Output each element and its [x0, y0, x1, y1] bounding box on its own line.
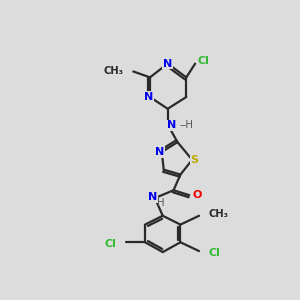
Text: N: N [155, 147, 164, 157]
Text: N: N [144, 92, 154, 102]
Text: N: N [163, 58, 172, 69]
Text: CH₃: CH₃ [209, 209, 229, 219]
Text: H: H [157, 198, 164, 208]
Text: ‒H: ‒H [179, 121, 193, 130]
Text: Cl: Cl [197, 56, 209, 66]
Text: O: O [192, 190, 202, 200]
Text: Cl: Cl [105, 239, 117, 249]
Text: CH₃: CH₃ [103, 67, 124, 76]
Text: N: N [148, 192, 158, 202]
Text: N: N [167, 121, 176, 130]
Text: S: S [190, 155, 198, 165]
Text: Cl: Cl [209, 248, 221, 258]
